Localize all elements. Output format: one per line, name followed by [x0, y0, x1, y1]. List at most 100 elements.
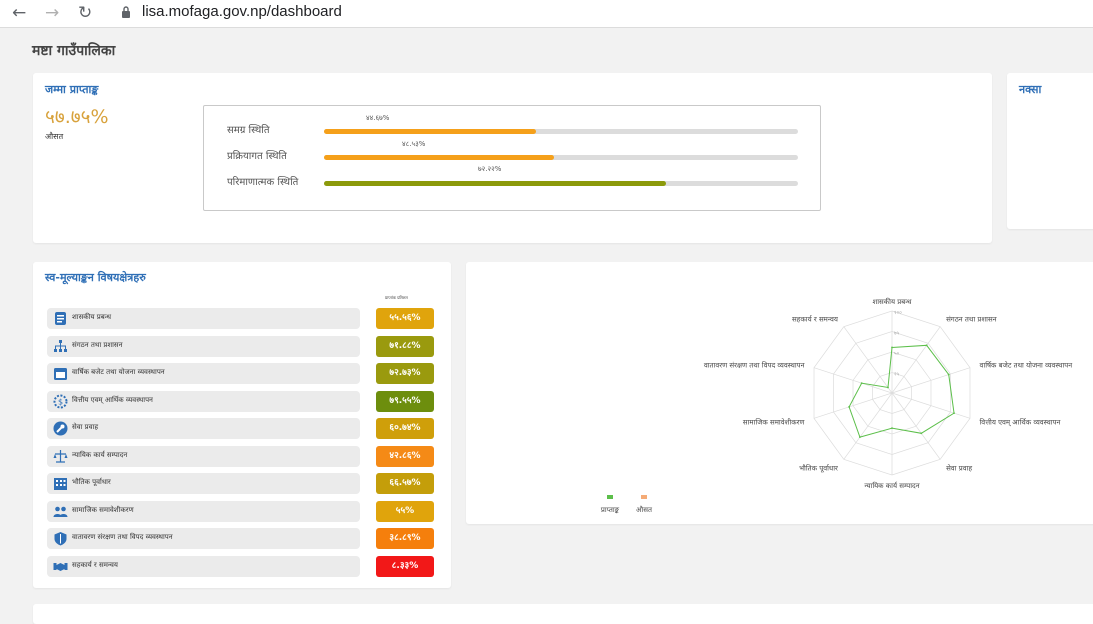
area-row-label: वार्षिक बजेट तथा योजना व्यवस्थापन	[72, 368, 165, 376]
back-arrow-icon[interactable]: ←	[12, 3, 27, 23]
radar-chart-card: २५ ५० ७५ १०० शासकीय प्रबन्ध संगठन तथा प्रशासन…	[466, 262, 1093, 524]
radar-tick-label: ५०	[894, 351, 900, 357]
score-column-header: प्राप्तांक प्रतिशत	[385, 295, 408, 300]
area-row-label: सामाजिक समावेशीकरण	[72, 505, 134, 514]
svg-text:$: $	[58, 397, 63, 406]
status-fill	[324, 155, 555, 160]
legend-label: प्राप्ताङ्क	[601, 506, 620, 514]
status-fill	[324, 181, 667, 186]
area-score-badge: ४२.८६%	[376, 445, 434, 467]
address-bar-url[interactable]: lisa.mofaga.gov.np/dashboard	[142, 3, 342, 20]
status-label-procedural: प्रक्रियागत स्थिति	[227, 151, 287, 162]
status-fill	[324, 129, 536, 134]
browser-toolbar: ← → ↻ lisa.mofaga.gov.np/dashboard	[0, 0, 1093, 28]
radar-spoke	[891, 326, 941, 394]
radar-point	[891, 346, 893, 349]
radar-axis-label: न्यायिक कार्य सम्पादन	[864, 481, 919, 490]
radar-chart: २५ ५० ७५ १०० शासकीय प्रबन्ध संगठन तथा प्रशासन…	[601, 297, 1072, 514]
radar-axis-label: सामाजिक समावेशीकरण	[743, 417, 806, 426]
area-row-label: वातावरण संरक्षण तथा विपद व्यवस्थापन	[72, 533, 173, 541]
radar-tick-label: १००	[894, 310, 902, 316]
radar-spoke	[891, 392, 971, 419]
radar-spoke	[891, 392, 941, 460]
radar-point	[947, 373, 950, 376]
legend-swatch	[641, 495, 647, 499]
status-label-overall: समग्र स्थिति	[227, 125, 270, 136]
status-label-quantitative: परिमाणात्मक स्थिति	[227, 177, 299, 188]
radar-point	[920, 432, 923, 435]
area-row-label: सहकार्य र समन्वय	[72, 560, 118, 569]
radar-axis-label: संगठन तथा प्रशासन	[946, 316, 997, 324]
bottom-card	[33, 604, 1093, 624]
radar-tick-label: २५	[894, 372, 900, 378]
map-card-title: नक्सा	[1019, 83, 1042, 96]
status-bar-procedural	[324, 155, 798, 160]
area-row-label: शासकीय प्रबन्ध	[72, 313, 112, 321]
area-row[interactable]: वार्षिक बजेट तथा योजना व्यवस्थापन	[47, 363, 360, 384]
radar-axis-label: वित्तीय एवम् आर्थिक व्यवस्थापन	[979, 417, 1060, 426]
radar-point	[887, 386, 889, 389]
legend-swatch	[607, 495, 613, 499]
radar-axis-label: सेवा प्रवाह	[946, 463, 972, 472]
organization-icon	[54, 339, 67, 352]
justice-scale-icon	[53, 449, 68, 463]
people-icon	[53, 506, 68, 517]
radar-point	[859, 436, 861, 439]
area-row-label: भौतिक पूर्वाधार	[72, 478, 111, 486]
building-icon	[54, 478, 67, 490]
calendar-icon	[54, 368, 67, 380]
radar-series-polygon	[848, 344, 955, 438]
radar-axis-label: शासकीय प्रबन्ध	[872, 297, 912, 306]
legend-label: औसत	[636, 505, 653, 514]
governance-icon	[55, 312, 66, 325]
area-score-badge: ३८.८९%	[376, 528, 434, 549]
area-score-badge: ७२.७३%	[376, 363, 434, 384]
area-row[interactable]: सहकार्य र समन्वय	[47, 555, 360, 577]
forward-arrow-icon[interactable]: →	[45, 3, 60, 23]
status-bar-quantitative	[324, 181, 798, 186]
areas-card: स्व-मूल्याङ्कन विषयक्षेत्रहरु प्राप्तांक…	[33, 262, 451, 588]
area-row[interactable]: सामाजिक समावेशीकरण	[47, 500, 360, 522]
radar-point	[891, 427, 893, 430]
service-wrench-icon	[53, 421, 68, 436]
score-card: जम्मा प्राप्ताङ्क ५७.७५% औसत ४४.६७% समग्…	[33, 73, 992, 243]
status-value-procedural: ४८.५३%	[402, 140, 426, 148]
status-bar-overall	[324, 129, 798, 134]
status-value-overall: ४४.६७%	[366, 114, 390, 122]
radar-point	[925, 344, 928, 347]
finance-gear-icon: $	[53, 394, 68, 408]
radar-point	[953, 412, 955, 415]
status-value-quantitative: ७२.२२%	[478, 165, 502, 173]
radar-tick-label: ७५	[894, 331, 900, 337]
page-title: मष्टा गाउँपालिका	[32, 43, 116, 59]
total-score-subtitle: औसत	[45, 132, 64, 141]
area-row[interactable]: भौतिक पूर्वाधार	[47, 473, 360, 494]
area-row-label: वित्तीय एवम् आर्थिक व्यवस्थापन	[72, 395, 153, 404]
reload-icon[interactable]: ↻	[78, 3, 93, 23]
total-score-value: ५७.७५%	[45, 106, 109, 128]
radar-point	[848, 406, 851, 408]
radar-axis-label: सहकार्य र समन्वय	[792, 315, 839, 324]
area-score-badge: ६०.७४%	[376, 418, 434, 439]
lock-icon	[122, 6, 130, 18]
area-row[interactable]: सेवा प्रवाह	[47, 418, 360, 439]
area-score-badge: ६६.५७%	[376, 473, 434, 494]
map-card: नक्सा	[1007, 73, 1093, 229]
area-score-badge: ८.३३%	[376, 555, 434, 577]
radar-spoke	[843, 392, 893, 460]
area-row[interactable]: $ वित्तीय एवम् आर्थिक व्यवस्थापन	[47, 390, 360, 412]
radar-point	[860, 382, 863, 385]
radar-spoke	[891, 367, 971, 394]
area-row[interactable]: शासकीय प्रबन्ध	[47, 308, 360, 329]
handshake-icon	[53, 562, 68, 571]
area-row-label: न्यायिक कार्य सम्पादन	[72, 450, 128, 459]
area-score-badge: ७९.५५%	[376, 390, 434, 412]
area-score-badge: ५५.५६%	[376, 308, 434, 329]
area-row[interactable]: संगठन तथा प्रशासन	[47, 335, 360, 357]
area-row[interactable]: न्यायिक कार्य सम्पादन	[47, 445, 360, 467]
area-row[interactable]: वातावरण संरक्षण तथा विपद व्यवस्थापन	[47, 528, 360, 549]
shield-icon	[54, 532, 67, 546]
area-score-badge: ५५%	[376, 500, 434, 522]
radar-axis-label: वातावरण संरक्षण तथा विपद व्यवस्थापन	[704, 361, 805, 370]
radar-axis-label: वार्षिक बजेट तथा योजना व्यवस्थापन	[979, 361, 1072, 370]
